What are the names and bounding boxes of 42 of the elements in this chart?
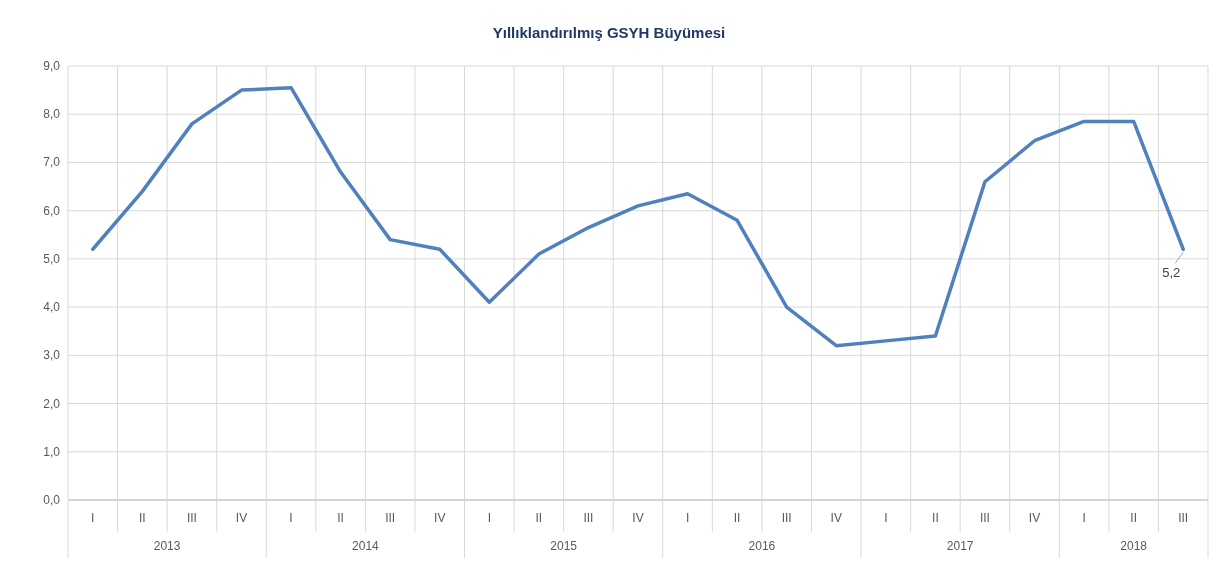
x-tick-label: III <box>385 511 396 525</box>
x-tick-label: III <box>1178 511 1189 525</box>
y-tick-label: 6,0 <box>43 203 61 218</box>
x-tick-label: II <box>733 511 741 525</box>
x-tick-label: II <box>932 511 939 525</box>
y-tick-label: 4,0 <box>43 300 61 315</box>
x-tick-label: II <box>139 511 146 525</box>
y-tick-label: 1,0 <box>43 444 61 459</box>
x-tick-label: I <box>685 511 690 525</box>
x-tick-label: II <box>535 511 543 525</box>
text: 2016 <box>748 539 776 553</box>
x-tick-label: I <box>884 511 888 525</box>
y-tick-label: 2,0 <box>43 396 61 411</box>
x-tick-label: III <box>979 511 990 525</box>
x-tick-label: IV <box>235 511 248 525</box>
text: 2015 <box>550 539 578 553</box>
text: 2013 <box>153 539 181 553</box>
y-tick-label: 9,0 <box>43 59 61 73</box>
x-tick-label: III <box>781 511 792 525</box>
y-tick-label: 3,0 <box>43 348 61 363</box>
x-tick-label: II <box>337 511 344 525</box>
data-label: 5,2 <box>1162 265 1181 281</box>
x-tick-label: III <box>186 511 197 525</box>
x-tick-label: IV <box>434 511 446 525</box>
x-tick-label: I <box>1082 511 1086 525</box>
x-tick-label: I <box>289 511 293 525</box>
text: 2018 <box>1120 539 1148 553</box>
line-series <box>91 85 1185 348</box>
x-tick-label: II <box>1130 511 1137 525</box>
y-tick-label: 8,0 <box>43 107 61 122</box>
x-tick-label: IV <box>830 511 842 525</box>
y-tick-label: 5,0 <box>43 251 61 266</box>
chart-title: Yıllıklandırılmış GSYH Büyümesi <box>492 24 726 41</box>
y-tick-label: 0,0 <box>43 493 61 507</box>
x-tick-label: IV <box>632 511 644 525</box>
text: 2017 <box>946 539 974 553</box>
y-tick-label: 7,0 <box>43 155 61 170</box>
x-tick-label: I <box>91 511 95 525</box>
x-tick-label: III <box>583 511 594 525</box>
x-tick-label: I <box>487 511 491 525</box>
x-tick-label: IV <box>1028 511 1041 525</box>
text: 2014 <box>352 539 380 553</box>
